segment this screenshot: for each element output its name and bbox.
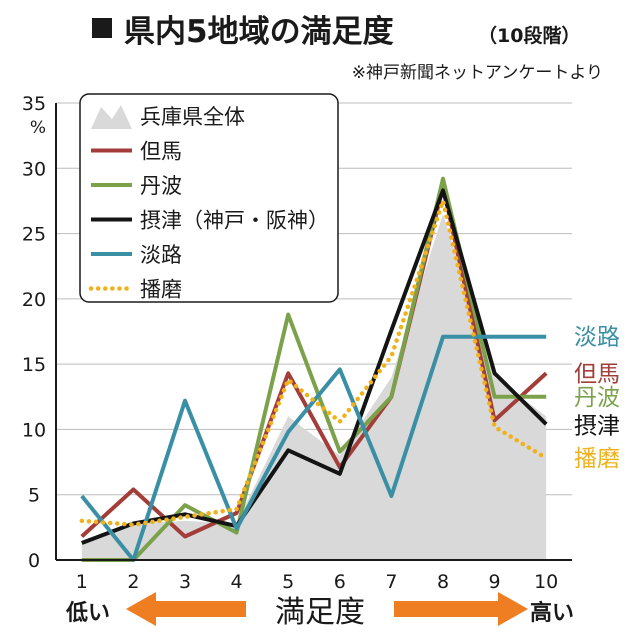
y-tick-label: 25 — [22, 224, 46, 246]
line-series-1 — [80, 184, 548, 539]
legend-label: 但馬 — [140, 140, 182, 164]
legend-label: 摂津（神戸・阪神） — [140, 209, 329, 233]
y-tick-label: 10 — [22, 419, 46, 441]
area-series-hyogo — [81, 213, 547, 560]
x-axis-label: 満足度 — [275, 595, 365, 630]
x-tick-label: 3 — [179, 571, 191, 593]
chart-title: 県内5地域の満足度 — [124, 14, 394, 50]
y-tick-label: 35 — [22, 93, 46, 115]
chart-title-suffix: （10段階） — [478, 24, 580, 47]
legend-label: 丹波 — [140, 174, 182, 198]
x-tick-label: 6 — [334, 571, 346, 593]
chart-subtitle: ※神戸新聞ネットアンケートより — [352, 63, 603, 83]
legend-swatch-area — [91, 105, 132, 129]
x-tick-label: 4 — [231, 571, 243, 593]
end-label: 播磨 — [574, 446, 620, 472]
legend-label: 兵庫県全体 — [140, 105, 245, 129]
x-tick-label: 5 — [282, 571, 294, 593]
legend-label: 播磨 — [140, 278, 182, 302]
x-tick-label: 9 — [489, 571, 501, 593]
y-tick-label: 0 — [28, 550, 40, 572]
y-tick-label: 20 — [22, 289, 46, 311]
x-tick-label: 10 — [534, 571, 558, 593]
end-label: 但馬 — [574, 361, 620, 387]
end-label: 摂津 — [574, 414, 620, 440]
y-axis-label: % — [30, 118, 46, 138]
y-tick-label: 30 — [22, 158, 46, 180]
end-label: 丹波 — [574, 385, 620, 411]
legend-box — [79, 93, 339, 303]
x-tick-label: 2 — [127, 571, 139, 593]
x-tick-label: 7 — [385, 571, 397, 593]
line-series-5 — [79, 198, 549, 527]
arrow-label-bg — [246, 591, 394, 629]
x-tick-label: 1 — [76, 571, 88, 593]
end-label: 淡路 — [574, 325, 620, 351]
title-square-icon — [92, 18, 112, 38]
x-tick-label: 8 — [437, 571, 449, 593]
x-label-low: 低い — [65, 601, 110, 626]
x-label-high: 高い — [530, 600, 574, 626]
legend-label: 淡路 — [140, 243, 182, 267]
y-tick-label: 5 — [28, 485, 40, 507]
y-tick-label: 15 — [22, 354, 46, 376]
